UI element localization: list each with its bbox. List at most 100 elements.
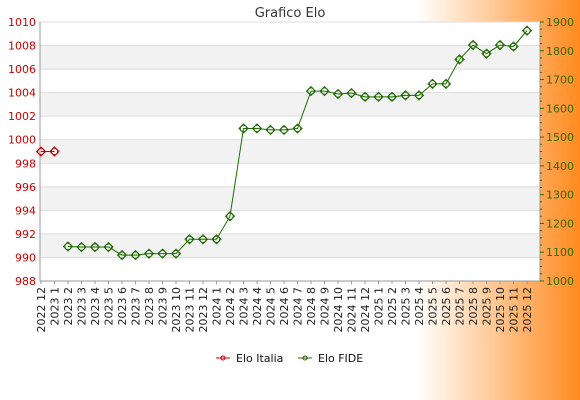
x-tick-label: 2023 7: [130, 287, 143, 326]
y-left-tick-label: 994: [15, 204, 36, 217]
y-right-tick-label: 1400: [546, 160, 574, 173]
plot-area: 988 990 992 994 996 998 1000 1002 1004 1006 1008 10…: [8, 16, 574, 333]
data-point-ring-elo-fide: [91, 243, 99, 251]
y-left-tick-label: 990: [15, 251, 36, 264]
data-point-ring-elo-fide: [77, 243, 86, 251]
x-tick-label: 2023 5: [103, 287, 116, 326]
data-point-ring-elo-fide: [158, 249, 167, 258]
y-left-tick-label: 1002: [8, 110, 36, 123]
x-tick-label: 2024 4: [251, 287, 264, 326]
data-point-ring-elo-fide: [253, 124, 261, 133]
y-left-tick-label: 1006: [8, 63, 36, 76]
x-tick-label: 2024 1: [211, 287, 224, 326]
x-tick-label: 2024 5: [265, 287, 278, 326]
data-point-ring-elo-fide: [334, 90, 342, 98]
y-right-tick-label: 1800: [546, 45, 574, 58]
y-left-tick-label: 1010: [8, 16, 36, 29]
y-left-tick-label: 996: [15, 181, 36, 194]
data-point-ring-elo-fide: [320, 87, 329, 95]
y-left-tick-label: 1008: [8, 40, 36, 53]
legend-box: [212, 348, 370, 368]
data-point-ring-elo-fide: [104, 243, 113, 251]
x-tick-label: 2024 7: [292, 287, 305, 326]
x-tick-label: 2025 12: [521, 287, 534, 333]
data-point-ring-elo-fide: [482, 49, 491, 58]
data-point-ring-elo-fide: [199, 235, 207, 243]
x-tick-label: 2024 10: [332, 287, 345, 333]
data-point-ring-elo-fide: [374, 93, 383, 101]
data-point-ring-elo-fide: [347, 89, 356, 97]
legend-dot-elo-italia: [220, 355, 226, 361]
grid-band: [40, 92, 540, 117]
x-tick-label: 2023 9: [157, 287, 170, 326]
x-tick-label: 2025 9: [481, 287, 494, 326]
data-point-ring-elo-fide: [266, 126, 275, 134]
x-tick-label: 2024 3: [238, 287, 251, 326]
data-point-ring-elo-fide: [212, 235, 221, 243]
data-point-ring-elo-fide: [496, 41, 504, 49]
chart-title: Grafico Elo: [255, 6, 326, 21]
data-point-ring-elo-fide: [280, 126, 288, 134]
x-tick-label: 2024 6: [278, 287, 291, 326]
x-tick-label: 2025 5: [427, 287, 440, 326]
y-left-tick-label: 998: [15, 157, 36, 170]
x-tick-label: 2024 11: [346, 287, 359, 333]
y-right-tick-label: 1200: [546, 217, 574, 230]
data-point-ring-elo-fide: [64, 242, 72, 251]
grid-band: [40, 45, 540, 70]
x-tick-label: 2025 1: [373, 287, 386, 326]
y-right-tick-label: 1100: [546, 246, 574, 259]
data-point-ring-elo-fide: [226, 212, 234, 220]
data-point-ring-elo-fide: [455, 55, 464, 64]
x-tick-label: 2023 8: [143, 287, 156, 326]
y-left-tick-label: 1000: [8, 134, 36, 147]
x-tick-label: 2024 8: [305, 287, 318, 326]
data-point-ring-elo-fide: [509, 42, 518, 51]
x-tick-label: 2023 12: [197, 287, 210, 333]
data-point-ring-elo-fide: [401, 91, 410, 100]
x-tick-label: 2025 3: [400, 287, 413, 326]
y-left-tick-label: 988: [15, 275, 36, 288]
y-right-tick-label: 1500: [546, 131, 574, 144]
x-tick-label: 2025 8: [467, 287, 480, 326]
x-tick-label: 2023 3: [76, 287, 89, 326]
legend: Elo Italia Elo FIDE: [212, 348, 370, 368]
grid-band: [40, 186, 540, 211]
data-point-ring-elo-italia: [37, 147, 45, 156]
x-tick-label: 2025 7: [454, 287, 467, 326]
data-point-ring-elo-fide: [442, 80, 450, 88]
y-right-tick-label: 1900: [546, 16, 574, 29]
data-point-ring-elo-fide: [145, 249, 153, 258]
x-tick-label: 2025 11: [508, 287, 521, 333]
x-tick-label: 2023 6: [116, 287, 129, 326]
x-tick-label: 2024 2: [224, 287, 237, 326]
grid-band: [40, 139, 540, 164]
y-left-tick-label: 1004: [8, 87, 36, 100]
data-point-ring-elo-fide: [428, 80, 437, 88]
data-point-ring-elo-fide: [131, 251, 140, 259]
data-point-ring-elo-fide: [415, 91, 423, 100]
grid-band: [40, 233, 540, 258]
data-point-ring-elo-fide: [293, 124, 302, 133]
x-tick-label: 2023 11: [184, 287, 197, 333]
data-point-ring-elo-fide: [523, 26, 531, 35]
legend-label-elo-fide: Elo FIDE: [318, 352, 363, 365]
x-tick-label: 2024 12: [359, 287, 372, 333]
legend-dot-elo-fide: [302, 355, 308, 361]
data-point-ring-elo-italia: [50, 147, 59, 156]
x-tick-label: 2023 10: [170, 287, 183, 333]
x-tick-label: 2025 4: [413, 287, 426, 326]
data-point-ring-elo-fide: [469, 41, 477, 49]
data-point-ring-elo-fide: [185, 235, 194, 243]
y-right-tick-label: 1600: [546, 102, 574, 115]
x-tick-label: 2025 6: [440, 287, 453, 326]
data-point-ring-elo-fide: [239, 124, 248, 133]
x-tick-label: 2023 2: [62, 287, 75, 326]
y-right-tick-label: 1300: [546, 189, 574, 202]
data-point-ring-elo-fide: [118, 251, 126, 259]
x-tick-label: 2023 1: [49, 287, 62, 326]
data-point-ring-elo-fide: [172, 249, 180, 258]
x-tick-label: 2023 4: [89, 287, 102, 326]
